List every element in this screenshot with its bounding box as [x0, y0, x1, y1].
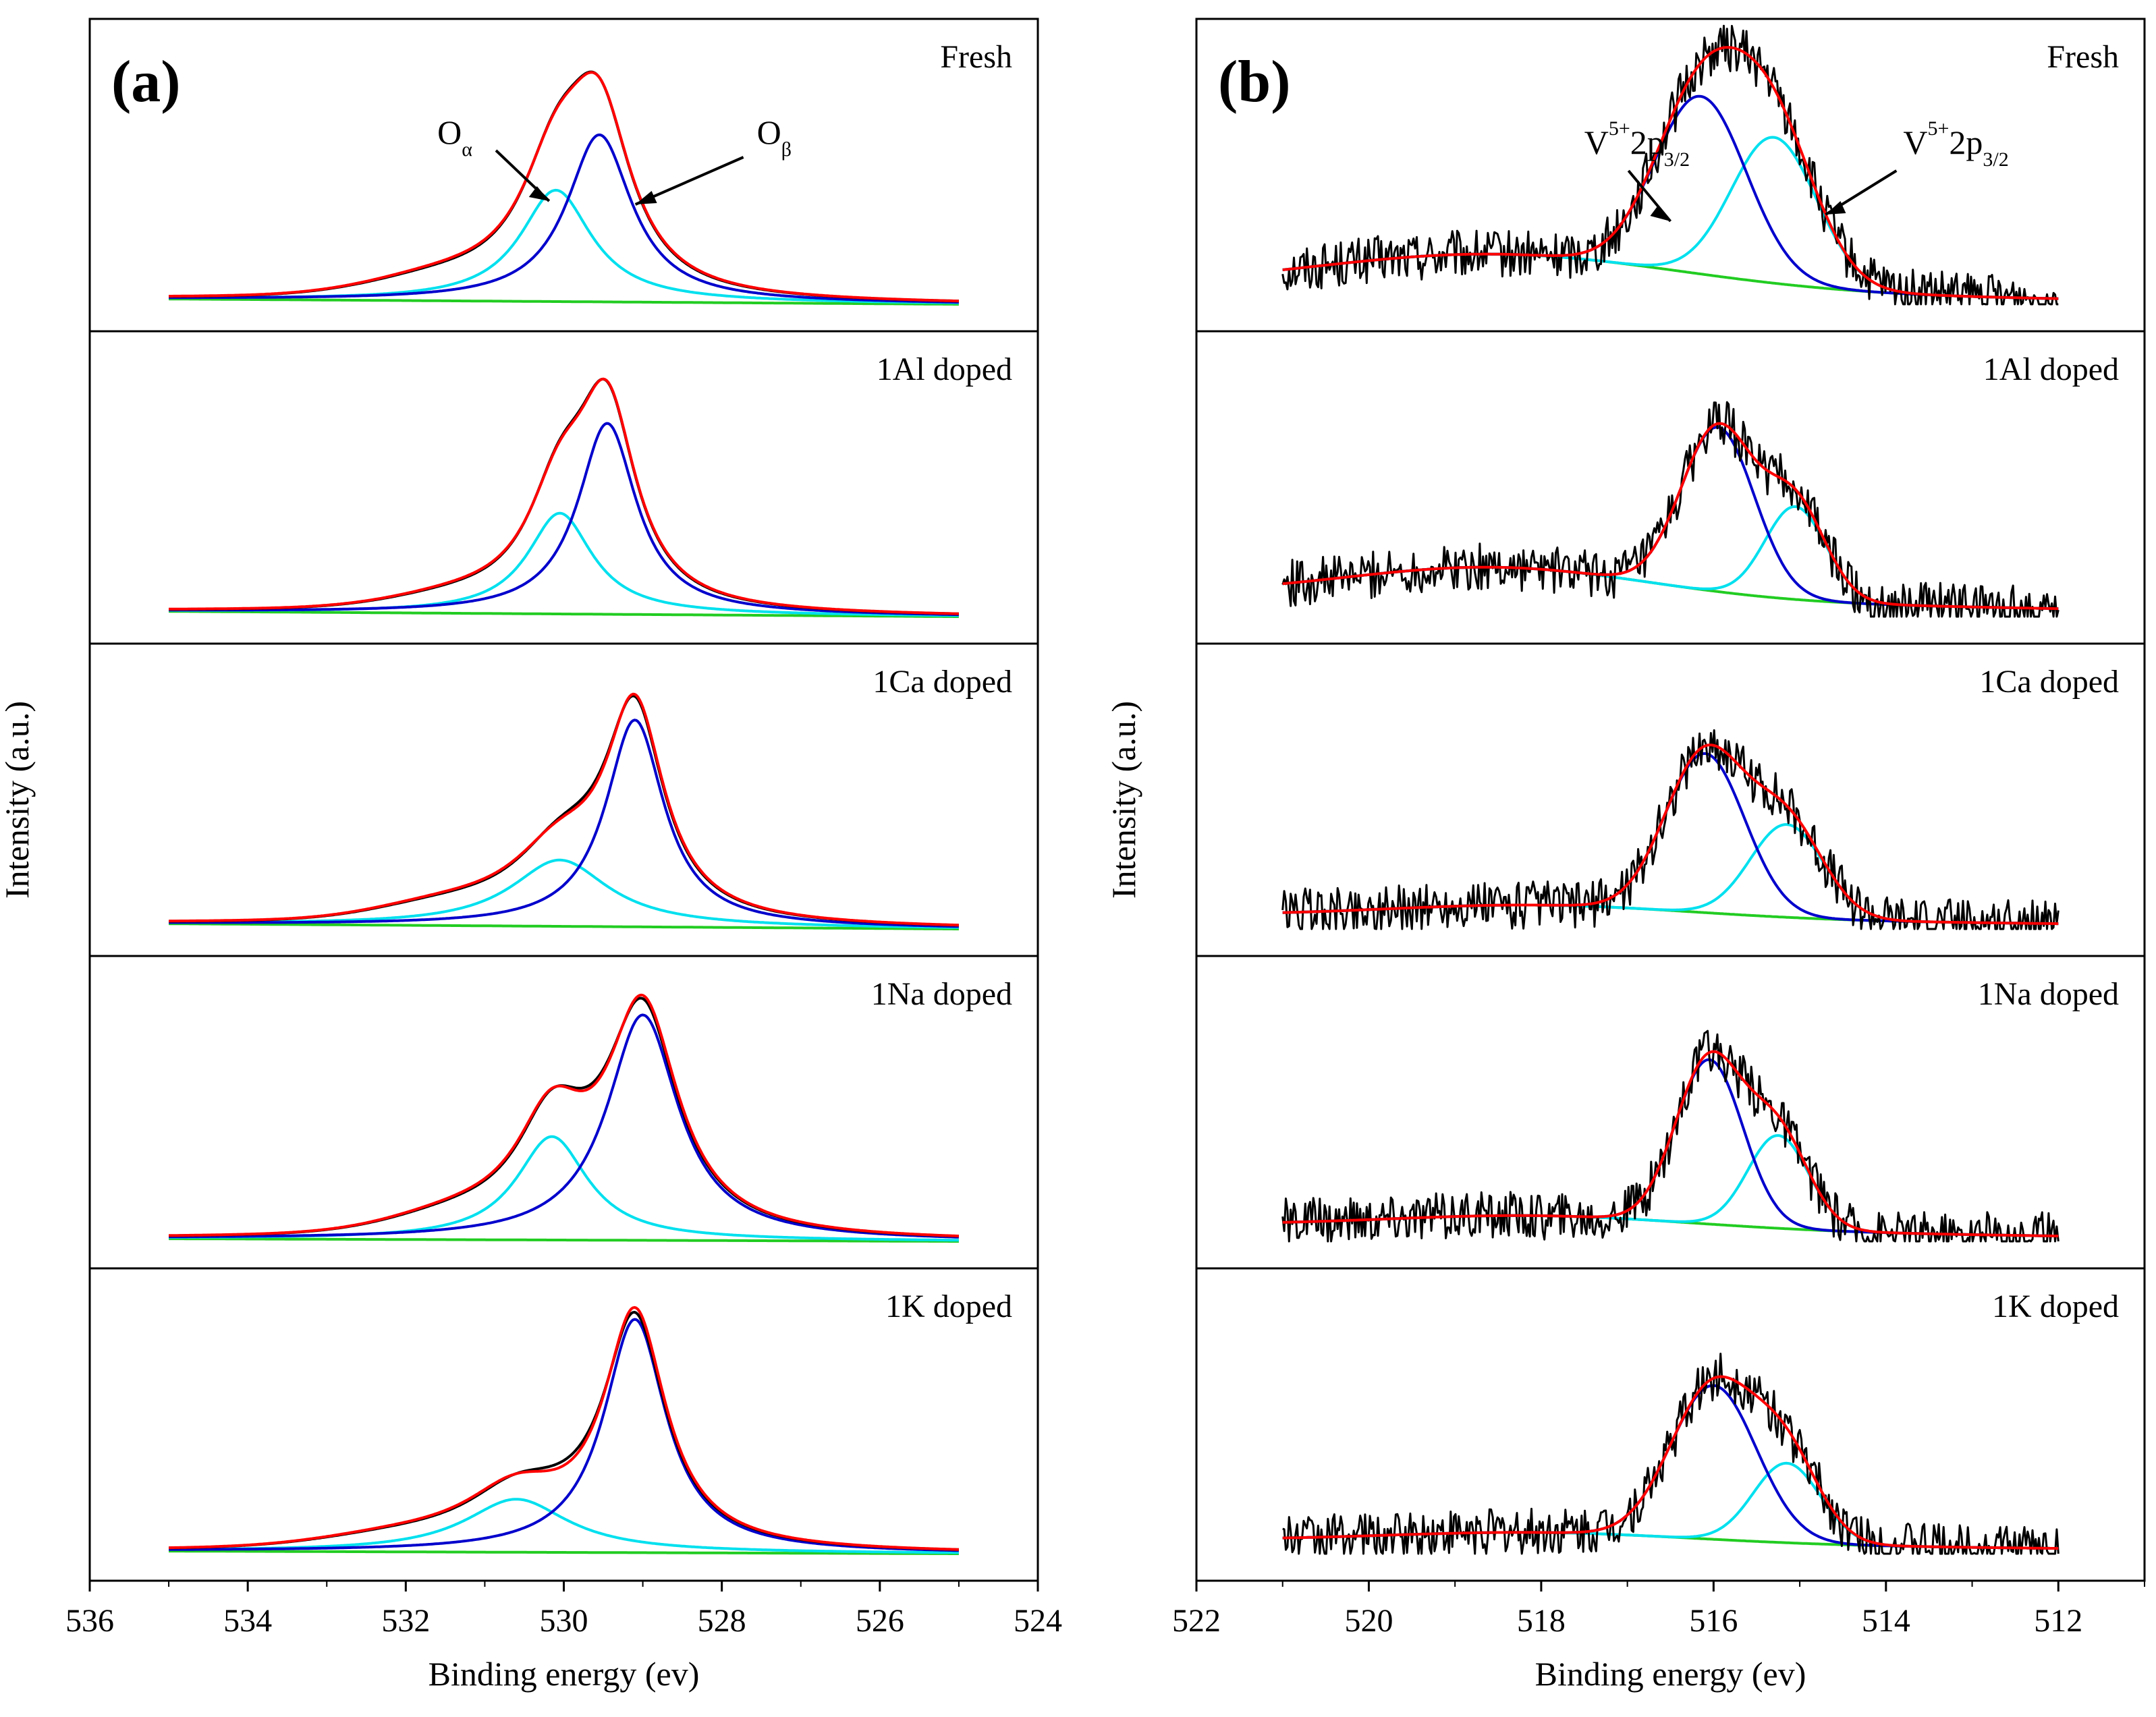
v5-left-arrowhead [1650, 205, 1671, 221]
background-curve [169, 1237, 959, 1243]
fit-envelope [169, 71, 959, 303]
subplot-1al-doped: 1Al doped [1195, 330, 2146, 645]
o-beta-arrowhead [635, 191, 657, 204]
x-tick-label: 536 [65, 1603, 114, 1639]
o-alpha-subscript: α [462, 138, 472, 161]
o-beta-peak [169, 1318, 959, 1552]
o-beta-subscript: β [781, 138, 792, 161]
sample-label: 1Na doped [1978, 976, 2119, 1012]
o-alpha-label: Oα [437, 113, 472, 161]
background-curve [169, 610, 959, 618]
x-tick-label: 520 [1344, 1603, 1393, 1639]
x-tick-label: 522 [1172, 1603, 1221, 1639]
background-curve [169, 922, 959, 930]
v5-right-arrowhead [1825, 201, 1846, 215]
raw-spectrum [169, 70, 959, 303]
v5-left-label-main: V [1584, 123, 1609, 161]
x-tick-label: 524 [1014, 1603, 1062, 1639]
sample-label: 1Al doped [1983, 351, 2119, 387]
x-tick-label: 514 [1862, 1603, 1910, 1639]
raw-spectrum [169, 694, 959, 927]
x-axis-label: Binding energy (ev) [1535, 1655, 1806, 1693]
x-tick-label: 532 [381, 1603, 430, 1639]
fit-envelope [169, 377, 959, 615]
sample-label: Fresh [940, 39, 1012, 75]
fit-envelope [1282, 46, 2059, 300]
subplot-1k-doped: 1K doped [1195, 1267, 2146, 1582]
sample-label: Fresh [2047, 39, 2119, 75]
fit-envelope [1282, 1050, 2059, 1238]
fit-envelope [1282, 1375, 2059, 1550]
raw-spectrum [169, 377, 959, 615]
raw-spectrum [1281, 729, 2060, 930]
background-curve [169, 298, 959, 306]
o-beta-peak [169, 422, 959, 617]
raw-spectrum [1281, 1030, 2060, 1243]
subplot-1na-doped: 1Na doped [1195, 955, 2146, 1270]
subplot-1na-doped: 1Na doped [88, 955, 1039, 1270]
x-tick-label: 516 [1689, 1603, 1738, 1639]
o-beta-peak [169, 133, 959, 304]
fit-envelope [169, 1305, 959, 1551]
panel-label: (a) [111, 49, 181, 115]
sample-label: 1K doped [885, 1289, 1012, 1324]
raw-spectrum [1281, 24, 2059, 306]
raw-spectrum [1281, 401, 2060, 618]
panel-label: (b) [1218, 49, 1291, 115]
subplot-1ca-doped: 1Ca doped [88, 642, 1039, 957]
subplot-1ca-doped: 1Ca doped [1195, 642, 2146, 957]
subplot-1k-doped: 1K doped [88, 1267, 1039, 1582]
fit-envelope [1282, 743, 2059, 926]
v5-right-label-main: V [1903, 123, 1927, 161]
sample-label: 1Na doped [871, 976, 1012, 1012]
y-axis-label: Intensity (a.u.) [0, 701, 36, 899]
sample-label: 1Al doped [877, 351, 1012, 387]
raw-spectrum [1282, 1353, 2060, 1555]
sample-label: 1Ca doped [1979, 664, 2119, 700]
v5-right-label-sub: 3/2 [1983, 148, 2008, 171]
x-tick-label: 534 [223, 1603, 272, 1639]
sample-label: 1Ca doped [873, 664, 1012, 700]
sample-label: 1K doped [1992, 1289, 2119, 1324]
subplot-frame [88, 18, 1039, 333]
fit-envelope [1282, 422, 2059, 611]
v5-right-label-sup: 5+ [1927, 117, 1949, 140]
fit-envelope [169, 692, 959, 927]
o-beta-label: Oβ [757, 113, 792, 161]
subplot-1al-doped: 1Al doped [88, 330, 1039, 645]
v5-right-label-mid: 2p [1949, 123, 1983, 161]
x-tick-label: 512 [2034, 1603, 2082, 1639]
background-curve [169, 1550, 959, 1555]
o-alpha-arrowhead [528, 186, 549, 201]
o-beta-peak [169, 1013, 959, 1239]
v5-left-label-mid: 2p [1630, 123, 1664, 161]
raw-spectrum [169, 1311, 959, 1551]
v5-left-label-sub: 3/2 [1664, 148, 1690, 171]
x-tick-label: 526 [856, 1603, 904, 1639]
x-tick-label: 518 [1517, 1603, 1566, 1639]
o-beta-peak [169, 719, 959, 928]
x-tick-label: 528 [698, 1603, 746, 1639]
o-alpha-peak [169, 511, 959, 617]
panel-a: (a) Fresh Oα Oβ 1Al doped 1Ca doped 1Na doped 1… [0, 18, 1062, 1693]
fit-envelope [169, 993, 959, 1238]
subplot-frame [1195, 1267, 2146, 1582]
subplot-fresh: Fresh Oα Oβ [88, 18, 1039, 333]
x-tick-label: 530 [540, 1603, 588, 1639]
v5-right-label: V5+2p3/2 [1903, 117, 2008, 171]
v5-left-label-sup: 5+ [1609, 117, 1630, 140]
y-axis-label: Intensity (a.u.) [1105, 701, 1142, 899]
v5-left-label: V5+2p3/2 [1584, 117, 1690, 171]
x-axis-label: Binding energy (ev) [429, 1655, 700, 1693]
raw-spectrum [169, 996, 959, 1238]
